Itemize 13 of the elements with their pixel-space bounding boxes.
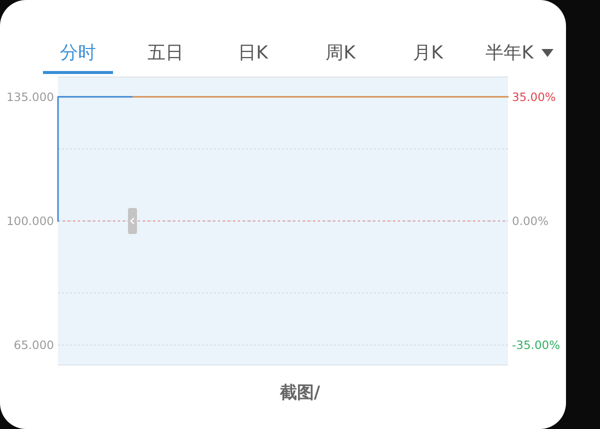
text: 分时 bbox=[60, 42, 96, 64]
y-tick-label: 65.000 bbox=[14, 338, 54, 352]
text: 周K bbox=[326, 42, 357, 64]
text: 五日 bbox=[148, 42, 184, 64]
text: 截图/ bbox=[278, 383, 321, 403]
y2-tick-label: -35.00% bbox=[512, 338, 560, 352]
y2-tick-label: 35.00% bbox=[512, 90, 556, 104]
text: 月K bbox=[413, 42, 444, 64]
y-tick-label: 100.000 bbox=[6, 214, 54, 228]
y-tick-label: 135.000 bbox=[6, 90, 54, 104]
text: 日K bbox=[238, 42, 270, 64]
text: 半年K bbox=[486, 42, 535, 64]
y2-tick-label: 0.00% bbox=[512, 214, 549, 228]
